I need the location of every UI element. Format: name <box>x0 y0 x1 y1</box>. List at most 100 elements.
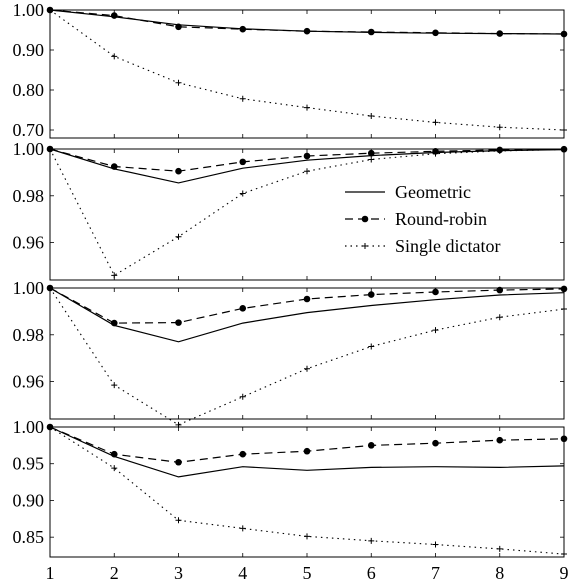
data-point-dot <box>432 29 439 37</box>
data-point-dot <box>110 319 118 327</box>
series-solid <box>49 287 565 343</box>
data-point-dot <box>303 152 311 160</box>
series-dotted <box>47 424 567 558</box>
data-point-plus <box>368 113 375 119</box>
data-point-dot <box>560 285 568 293</box>
data-point-dot <box>303 447 311 455</box>
data-point-plus <box>304 168 310 175</box>
y-tick-label: 0.96 <box>13 372 45 392</box>
data-point-dot <box>239 450 247 458</box>
series-line-dotted <box>49 148 565 277</box>
data-point-plus <box>496 124 503 131</box>
data-point-plus <box>47 7 53 13</box>
data-point-plus <box>47 424 53 430</box>
data-point-dot <box>496 286 504 294</box>
chart-panel-1: 1.00 0.90 0.80 0.70 <box>13 0 568 140</box>
legend-entry: Geometric <box>345 182 471 202</box>
data-point-dot <box>560 30 568 38</box>
series-dotted <box>47 7 567 133</box>
data-point-plus <box>496 314 503 321</box>
legend-label: Geometric <box>395 182 471 202</box>
x-tick-label: 2 <box>110 563 119 583</box>
y-tick-label: 1.00 <box>13 139 45 159</box>
series-dashed <box>46 145 568 175</box>
data-point-plus <box>432 150 439 157</box>
legend-marker-plus <box>362 243 368 249</box>
x-tick-label: 7 <box>431 563 440 583</box>
data-point-dot <box>367 28 375 36</box>
data-point-plus <box>496 147 503 154</box>
data-point-plus <box>47 146 53 152</box>
data-point-dot <box>496 30 504 37</box>
data-point-dot <box>175 23 182 31</box>
data-point-plus <box>432 327 439 334</box>
data-point-plus <box>111 53 118 60</box>
y-tick-label: 0.96 <box>13 233 45 253</box>
legend-entry: Single dictator <box>345 236 500 256</box>
series-dashed <box>46 284 568 327</box>
data-point-plus <box>368 343 375 350</box>
x-tick-label: 8 <box>495 563 504 583</box>
data-point-dot <box>367 291 375 298</box>
data-point-plus <box>432 119 439 126</box>
data-point-plus <box>432 541 439 548</box>
series-line-dashed <box>49 426 565 463</box>
data-point-dot <box>432 288 439 296</box>
y-tick-label: 0.90 <box>13 40 45 60</box>
data-point-dot <box>110 163 118 170</box>
data-point-dot <box>175 458 182 466</box>
y-tick-label: 0.90 <box>13 490 45 510</box>
x-tick-label: 1 <box>46 563 55 583</box>
data-point-plus <box>111 272 118 279</box>
series-line-dotted <box>49 9 565 131</box>
series-line-dashed <box>49 287 565 324</box>
y-tick-label: 0.80 <box>13 80 45 100</box>
data-point-dot <box>110 12 118 19</box>
data-point-plus <box>496 545 503 552</box>
data-point-plus <box>111 465 118 472</box>
y-tick-label: 0.70 <box>13 120 45 140</box>
data-point-plus <box>239 393 246 400</box>
chart-panel-3: 1.00 0.98 0.96 <box>13 278 568 428</box>
x-tick-label: 4 <box>238 563 247 583</box>
x-tick-label: 9 <box>560 563 569 583</box>
y-tick-label: 0.98 <box>13 186 45 206</box>
data-point-plus <box>111 382 118 389</box>
data-point-dot <box>432 439 439 447</box>
data-point-dot <box>560 435 568 443</box>
series-line-solid <box>49 426 565 478</box>
data-point-plus <box>561 146 567 153</box>
data-point-plus <box>304 104 310 111</box>
data-point-dot <box>496 436 504 444</box>
data-point-plus <box>304 533 310 540</box>
data-point-dot <box>367 149 375 157</box>
series-dotted <box>47 285 567 428</box>
data-point-plus <box>561 127 567 133</box>
chart-panel-4: 1.00 0.95 0.90 0.851 2 3 4 5 6 7 8 9 <box>13 417 569 583</box>
data-point-dot <box>239 25 247 33</box>
data-point-plus <box>304 365 310 372</box>
data-point-plus <box>561 306 567 313</box>
x-tick-label: 6 <box>367 563 376 583</box>
x-tick-label: 5 <box>303 563 312 583</box>
data-point-dot <box>303 295 311 303</box>
legend: Geometric Round-robin Single dictator <box>345 182 500 256</box>
y-tick-label: 0.95 <box>13 454 45 474</box>
data-point-plus <box>239 190 246 197</box>
series-line-solid <box>49 148 565 184</box>
x-tick-label: 3 <box>174 563 183 583</box>
data-point-plus <box>175 517 182 524</box>
legend-label: Single dictator <box>395 236 500 256</box>
data-point-dot <box>239 158 247 166</box>
legend-label: Round-robin <box>395 209 487 229</box>
series-line-dashed <box>49 9 565 35</box>
data-point-dot <box>367 442 375 449</box>
data-point-plus <box>175 233 182 240</box>
data-point-plus <box>175 79 182 86</box>
series-line-dotted <box>49 287 565 426</box>
data-point-plus <box>368 537 375 544</box>
data-point-plus <box>239 525 246 532</box>
series-solid <box>49 148 565 184</box>
series-line-solid <box>49 287 565 343</box>
series-dotted <box>47 146 567 279</box>
